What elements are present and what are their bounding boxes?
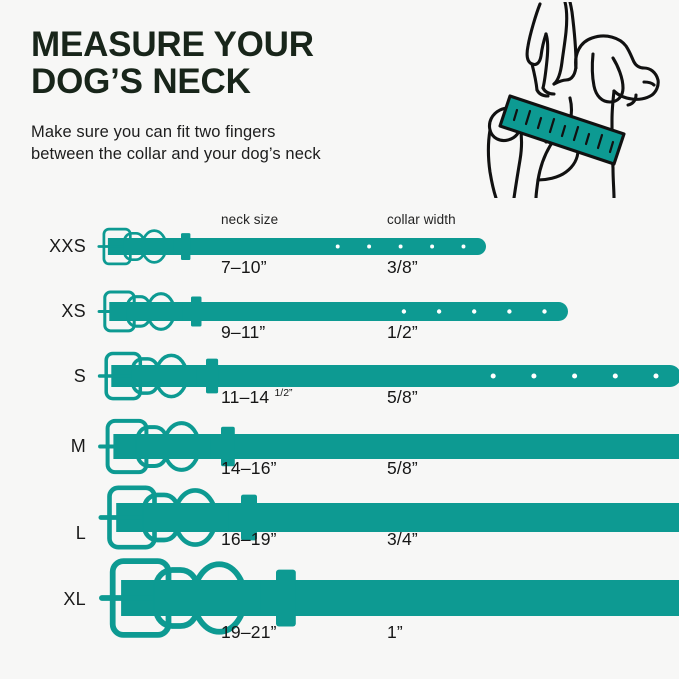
collar-width-value-m: 5/8” — [387, 458, 418, 478]
collar-graphic-xl — [96, 557, 679, 639]
collar-svg — [98, 418, 679, 474]
collar-svg — [99, 558, 679, 638]
size-label-s: S — [73, 366, 86, 386]
page-subtitle: Make sure you can fit two fingers betwee… — [31, 123, 321, 164]
size-label-xxs: XXS — [49, 236, 86, 256]
dog-measure-illustration-svg — [486, 0, 660, 200]
neck-size-value-s: 11–14 1/2” — [221, 387, 293, 408]
column-header-collar-width: collar width — [387, 212, 456, 227]
neck-size-value-xs: 9–11” — [221, 322, 266, 342]
collar-width-value-xs: 1/2” — [387, 322, 418, 342]
collar-width-value-l: 3/4” — [387, 529, 418, 549]
page-title: MEASURE YOUR DOG’S NECK — [31, 25, 314, 102]
size-label-xs: XS — [61, 301, 86, 321]
collar-width-value-xl: 1” — [387, 622, 403, 642]
size-label-l: L — [75, 523, 86, 543]
size-label-m: M — [70, 436, 86, 456]
collar-svg — [97, 289, 568, 332]
neck-size-value-xxs: 7–10” — [221, 257, 267, 277]
collar-svg — [97, 351, 679, 401]
collar-graphic-s — [96, 342, 679, 410]
neck-size-value-xl: 19–21” — [221, 622, 277, 642]
collar-width-value-xxs: 3/8” — [387, 257, 418, 277]
neck-size-fraction: 1/2” — [274, 387, 293, 400]
hand-measuring-dog-neck-icon — [466, 0, 666, 200]
neck-size-value-l: 16–19” — [221, 529, 277, 549]
size-label-xl: XL — [63, 589, 86, 609]
neck-size-value-m: 14–16” — [221, 458, 277, 478]
collar-graphic-l — [96, 480, 679, 555]
collar-graphic-xs — [96, 279, 588, 344]
column-header-neck-size: neck size — [221, 212, 279, 227]
header-block: MEASURE YOUR DOG’S NECK Make sure you ca… — [31, 26, 461, 166]
neck-size-base: 11–14 — [221, 387, 275, 407]
collar-width-value-s: 5/8” — [387, 387, 418, 407]
collar-graphic-m — [96, 411, 679, 482]
collar-svg — [97, 227, 487, 265]
tape-measure-icon — [498, 94, 626, 166]
collar-graphic-xxs — [96, 215, 506, 278]
collar-svg — [98, 484, 679, 550]
